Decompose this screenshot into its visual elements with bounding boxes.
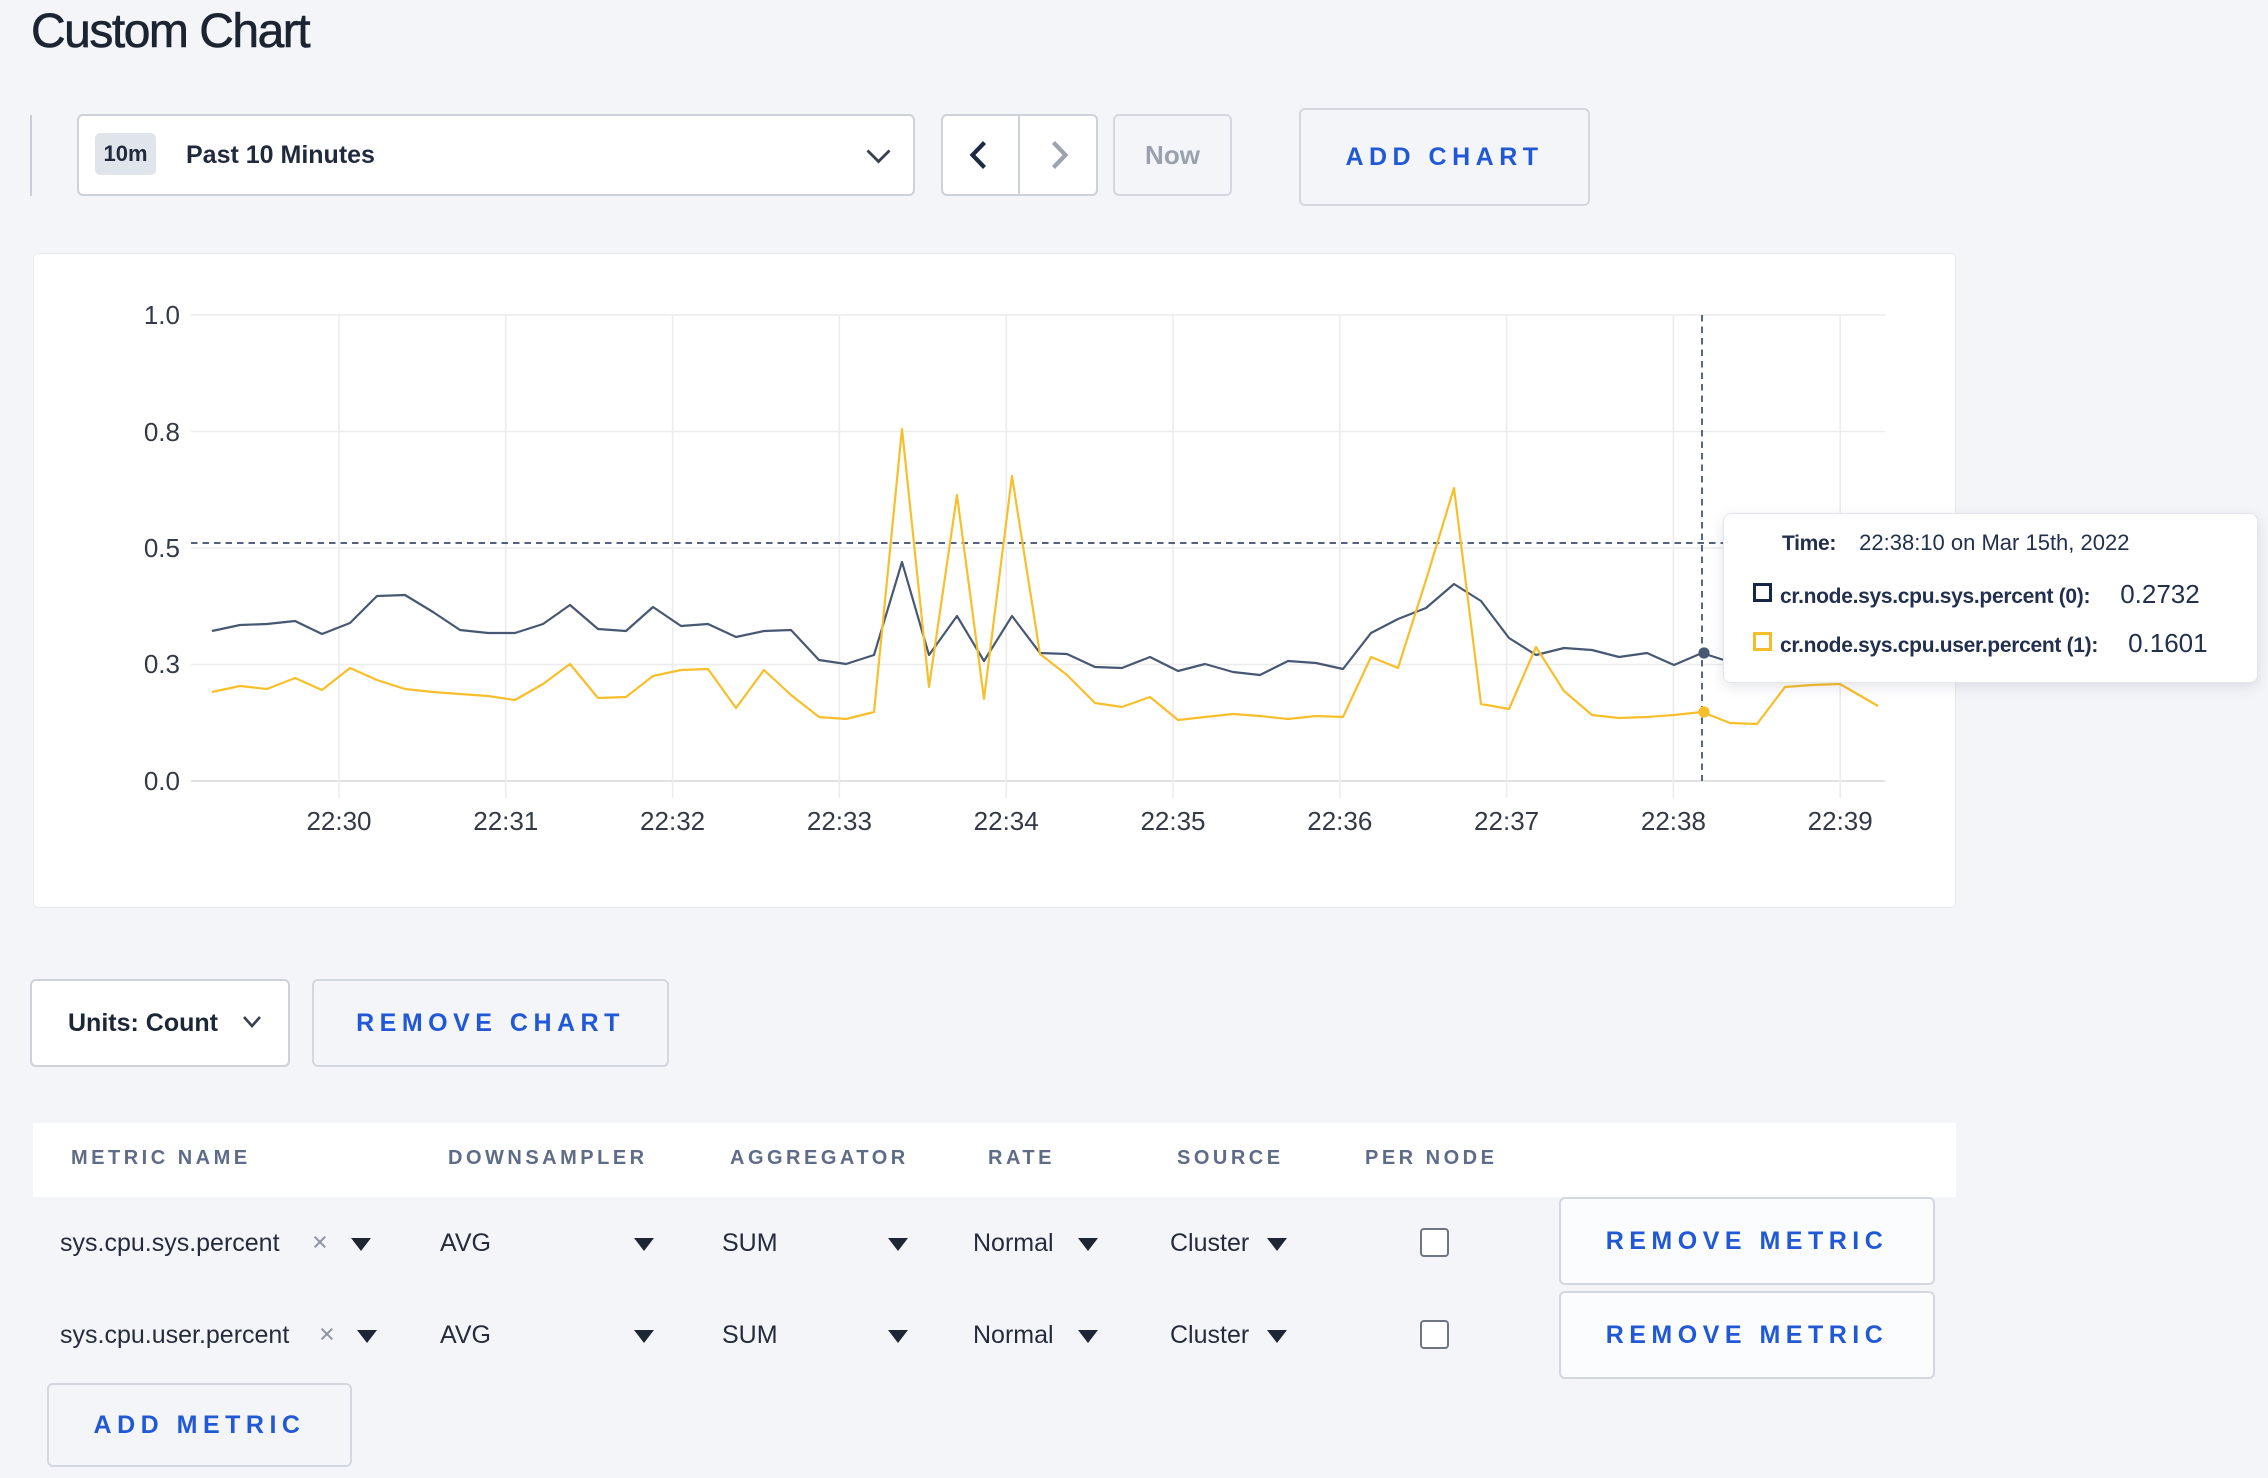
svg-text:22:33: 22:33 [807,806,872,836]
svg-text:0.8: 0.8 [144,417,180,447]
svg-text:22:32: 22:32 [640,806,705,836]
svg-text:0.5: 0.5 [144,533,180,563]
svg-text:1.0: 1.0 [144,300,180,330]
svg-text:0.0: 0.0 [144,766,180,796]
svg-text:22:39: 22:39 [1808,806,1873,836]
svg-text:0.3: 0.3 [144,649,180,679]
svg-text:22:38: 22:38 [1641,806,1706,836]
svg-text:22:36: 22:36 [1307,806,1372,836]
svg-text:22:30: 22:30 [306,806,371,836]
svg-text:22:37: 22:37 [1474,806,1539,836]
svg-text:22:34: 22:34 [974,806,1039,836]
svg-text:22:31: 22:31 [473,806,538,836]
svg-text:22:35: 22:35 [1140,806,1205,836]
